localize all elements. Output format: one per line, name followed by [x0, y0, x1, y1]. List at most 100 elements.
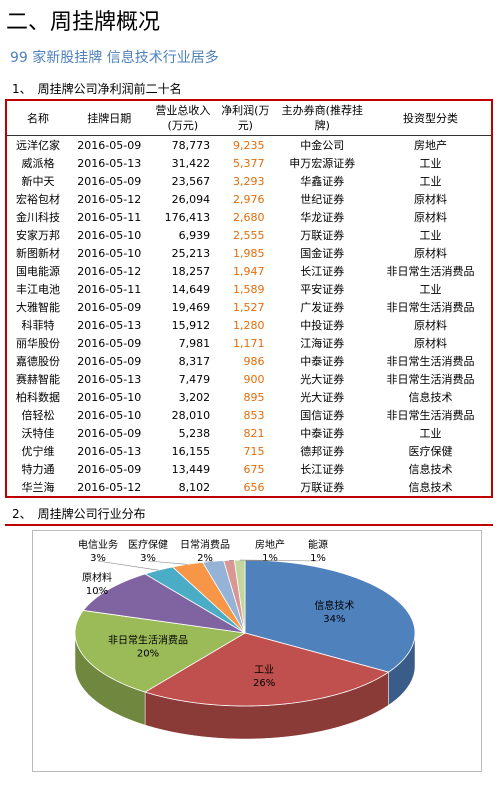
- slice-value-label: 2%: [197, 553, 213, 564]
- chart-frame: [32, 530, 482, 772]
- table-cell: 非日常生活消费品: [386, 265, 475, 278]
- table-row: 倍轻松 2016-05-10 28,010 853 国信证券 非日常生活消费品: [6, 406, 492, 424]
- slice-label: 能源: [308, 538, 328, 551]
- table-cell: 2016-05-09: [77, 426, 142, 440]
- divider: [5, 524, 493, 526]
- table-cell: 丰江电池: [16, 283, 61, 296]
- table-row: 金川科技 2016-05-11 176,413 2,680 华龙证券 原材料: [6, 208, 492, 226]
- table-cell: 821: [243, 426, 265, 440]
- table-cell: 工业: [419, 157, 442, 170]
- table-row: 安家万邦 2016-05-10 6,939 2,555 万联证券 工业: [6, 226, 492, 244]
- table-cell: 2016-05-12: [77, 480, 142, 494]
- table-cell: 1,280: [233, 318, 265, 332]
- table-row: 大雅智能 2016-05-09 19,469 1,527 广发证券 非日常生活消费品: [6, 298, 492, 316]
- table-cell: 2016-05-09: [77, 354, 142, 368]
- section-heading: 2、 周挂牌公司行业分布: [12, 507, 146, 521]
- slice-label: 原材料: [82, 571, 112, 584]
- table-row: 科菲特 2016-05-13 15,912 1,280 中投证券 原材料: [6, 316, 492, 334]
- table-row: 新图新材 2016-05-10 25,213 1,985 国金证券 原材料: [6, 244, 492, 262]
- table-cell: 倍轻松: [21, 409, 55, 422]
- leader-line: [239, 559, 319, 562]
- table-cell: 18,257: [171, 264, 211, 278]
- table-cell: 31,422: [171, 156, 211, 170]
- slice-label: 电信业务: [78, 538, 118, 551]
- column-header: 名称: [6, 100, 70, 136]
- table-cell: 656: [243, 480, 265, 494]
- table-cell: 非日常生活消费品: [386, 301, 475, 314]
- pie-slice: [144, 566, 246, 634]
- table-row: 优宁维 2016-05-13 16,155 715 德邦证券 医疗保健: [6, 442, 492, 460]
- table-cell: 7,479: [178, 372, 211, 386]
- table-cell: 2016-05-13: [77, 318, 142, 332]
- table-row: 威派格 2016-05-13 31,422 5,377 申万宏源证券 工业: [6, 154, 492, 172]
- table-cell: 国信证券: [300, 409, 345, 422]
- table-cell: 万联证券: [300, 229, 345, 242]
- slice-label: 医疗保健: [128, 538, 168, 551]
- table-cell: 柏科数据: [16, 391, 61, 404]
- slice-value-label: 34%: [323, 614, 345, 625]
- table-cell: 19,469: [171, 300, 211, 314]
- table-cell: 申万宏源证券: [289, 157, 356, 170]
- table-cell: 嘉德股份: [16, 355, 61, 368]
- table-row: 特力通 2016-05-09 13,449 675 长江证券 信息技术: [6, 460, 492, 478]
- table-cell: 工业: [419, 283, 442, 296]
- table-cell: 1,171: [233, 336, 265, 350]
- table-row: 远洋亿家 2016-05-09 78,773 9,235 中金公司 房地产: [6, 136, 492, 155]
- table-cell: 华鑫证券: [300, 175, 345, 188]
- table-cell: 895: [243, 390, 265, 404]
- table-cell: 2016-05-11: [77, 210, 142, 224]
- table-row: 丽华股份 2016-05-09 7,981 1,171 江海证券 原材料: [6, 334, 492, 352]
- table-cell: 华兰海: [21, 481, 55, 494]
- table-cell: 2016-05-13: [77, 444, 142, 458]
- title: 二、周挂牌概况: [6, 10, 161, 35]
- slice-label: 日常消费品: [180, 538, 230, 551]
- table-cell: 大雅智能: [16, 301, 61, 314]
- table-cell: 715: [243, 444, 265, 458]
- table-cell: 16,155: [171, 444, 211, 458]
- slice-label: 工业: [254, 664, 274, 676]
- table-cell: 1,527: [233, 300, 265, 314]
- table-cell: 丽华股份: [16, 337, 61, 350]
- table-cell: 工业: [419, 427, 442, 440]
- table-cell: 900: [243, 372, 265, 386]
- table: 名称 挂牌日期 营业总收入(万元) 净利润(万元) 主办券商(推荐挂牌) 投资型分类 远洋亿…: [5, 99, 493, 498]
- table-row: 柏科数据 2016-05-10 3,202 895 光大证券 信息技术: [6, 388, 492, 406]
- table-cell: 2,555: [233, 228, 265, 242]
- column-header: 主办券商(推荐挂牌): [274, 100, 371, 136]
- table-cell: 2016-05-09: [77, 336, 142, 350]
- table-cell: 2016-05-12: [77, 264, 142, 278]
- slice-value-label: 3%: [90, 553, 106, 564]
- slice-label: 信息技术: [314, 599, 354, 612]
- table-cell: 世纪证券: [300, 193, 345, 206]
- table-cell: 特力通: [21, 463, 55, 476]
- table-cell: 原材料: [414, 211, 448, 224]
- table-cell: 江海证券: [300, 337, 345, 350]
- table-cell: 1,947: [233, 264, 265, 278]
- table-cell: 科菲特: [21, 319, 55, 332]
- slice-value-label: 26%: [253, 678, 275, 689]
- table-cell: 2016-05-12: [77, 192, 142, 206]
- table-cell: 原材料: [414, 319, 448, 332]
- table-row: 赛赫智能 2016-05-13 7,479 900 光大证券 非日常生活消费品: [6, 370, 492, 388]
- table-cell: 2016-05-09: [77, 174, 142, 188]
- table-cell: 信息技术: [408, 463, 453, 476]
- table-cell: 平安证券: [300, 283, 345, 296]
- leader-line: [147, 560, 188, 565]
- table-cell: 176,413: [164, 210, 211, 224]
- table-cell: 非日常生活消费品: [386, 409, 475, 422]
- table-cell: 德邦证券: [300, 445, 345, 458]
- table-cell: 非日常生活消费品: [386, 355, 475, 368]
- table-cell: 远洋亿家: [16, 139, 61, 152]
- table-row: 丰江电池 2016-05-11 14,649 1,589 平安证券 工业: [6, 280, 492, 298]
- table-cell: 1,589: [233, 282, 265, 296]
- table-cell: 2016-05-10: [77, 228, 142, 242]
- table-cell: 中泰证券: [300, 427, 345, 440]
- pie-slice: [171, 561, 246, 634]
- table-row: 新中天 2016-05-09 23,567 3,293 华鑫证券 工业: [6, 172, 492, 190]
- section-heading: 1、 周挂牌公司净利润前二十名: [12, 82, 182, 96]
- table-cell: 2016-05-10: [77, 408, 142, 422]
- table-cell: 2016-05-13: [77, 372, 142, 386]
- table-cell: 2,976: [233, 192, 265, 206]
- slice-value-label: 1%: [262, 553, 278, 564]
